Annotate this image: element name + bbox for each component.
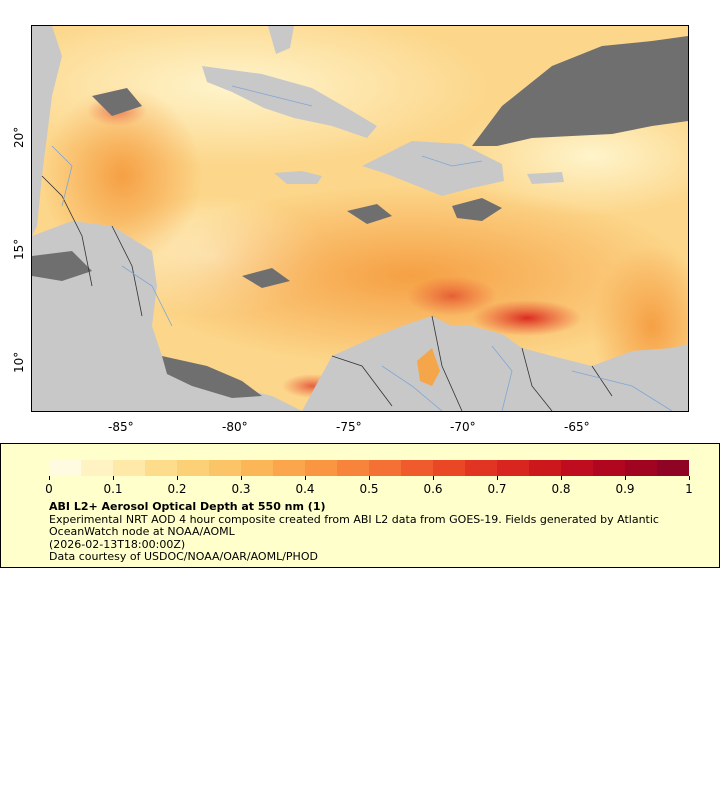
rivers: [51, 85, 673, 411]
colorbar-swatch: [337, 460, 369, 476]
legend-text: ABI L2+ Aerosol Optical Depth at 550 nm …: [49, 500, 689, 564]
land-cuba: [202, 66, 377, 138]
x-tick-label: -80°: [222, 420, 248, 434]
colorbar-tick-label: 0.6: [423, 482, 443, 496]
colorbar-tick: [177, 476, 178, 480]
colorbar-swatch: [433, 460, 465, 476]
cloud-mask: [32, 251, 92, 281]
colorbar-tick: [305, 476, 306, 480]
country-borders: [41, 175, 613, 411]
colorbar-tick-label: 0.4: [295, 482, 315, 496]
cloud-mask: [472, 36, 688, 146]
legend-panel: ABI L2+ Aerosol Optical Depth at 550 nm …: [0, 443, 720, 568]
cloud-mask: [452, 198, 502, 221]
land-south-america: [302, 316, 688, 411]
colorbar-tick: [113, 476, 114, 480]
aod-mid-region: [42, 86, 202, 266]
cloud-mask: [347, 204, 392, 224]
aod-lake-maracaibo: [417, 348, 440, 386]
colorbar-tick-label: 0: [45, 482, 53, 496]
colorbar-tick: [241, 476, 242, 480]
land-central-america: [32, 26, 62, 236]
colorbar-tick: [369, 476, 370, 480]
colorbar-tick-label: 0.1: [103, 482, 123, 496]
cloud-mask: [92, 88, 142, 116]
colorbar-swatch: [561, 460, 593, 476]
colorbar-tick-label: 0.5: [359, 482, 379, 496]
land-hispaniola: [362, 141, 504, 196]
land-central-america-south: [32, 221, 302, 411]
land-north: [268, 26, 294, 54]
colorbar-tick: [433, 476, 434, 480]
colorbar-tick-label: 0.9: [615, 482, 635, 496]
aod-high-region: [472, 300, 582, 336]
legend-description: Experimental NRT AOD 4 hour composite cr…: [49, 512, 659, 538]
x-tick-label: -85°: [108, 420, 134, 434]
x-tick-label: -65°: [564, 420, 590, 434]
y-tick-label: 10°: [12, 351, 26, 373]
colorbar-swatch: [593, 460, 625, 476]
colorbar-swatch: [241, 460, 273, 476]
colorbar-tick: [625, 476, 626, 480]
y-tick-label: 20°: [12, 126, 26, 148]
colorbar-swatch: [113, 460, 145, 476]
colorbar-tick: [689, 476, 690, 480]
colorbar-tick: [49, 476, 50, 480]
colorbar-swatch: [81, 460, 113, 476]
colorbar-swatch: [49, 460, 81, 476]
colorbar-swatch: [401, 460, 433, 476]
colorbar-swatch: [465, 460, 497, 476]
colorbar-swatch: [305, 460, 337, 476]
legend-credit: Data courtesy of USDOC/NOAA/OAR/AOML/PHO…: [49, 550, 318, 563]
legend-timestamp: (2026-02-13T18:00:00Z): [49, 537, 186, 551]
colorbar-swatch: [273, 460, 305, 476]
colorbar-swatch: [209, 460, 241, 476]
aod-map: [31, 25, 689, 412]
colorbar-tick-label: 0.8: [551, 482, 571, 496]
land-jamaica: [274, 171, 322, 184]
land-puerto-rico: [527, 172, 564, 184]
map-canvas: [32, 26, 688, 411]
legend-title: ABI L2+ Aerosol Optical Depth at 550 nm …: [49, 500, 326, 513]
colorbar-swatch: [497, 460, 529, 476]
colorbar-tick: [561, 476, 562, 480]
colorbar-swatch: [369, 460, 401, 476]
colorbar-swatch: [177, 460, 209, 476]
x-tick-label: -70°: [450, 420, 476, 434]
colorbar-tick-label: 0.7: [487, 482, 507, 496]
aod-colorbar: [49, 460, 689, 476]
colorbar-swatch: [145, 460, 177, 476]
colorbar-tick-label: 1: [685, 482, 693, 496]
cloud-mask: [162, 356, 262, 398]
colorbar-swatch: [625, 460, 657, 476]
y-tick-label: 15°: [12, 238, 26, 260]
colorbar-swatch: [657, 460, 689, 476]
colorbar-tick-label: 0.3: [231, 482, 251, 496]
colorbar-swatch: [529, 460, 561, 476]
aod-high-region: [407, 276, 497, 316]
cloud-mask: [242, 268, 290, 288]
colorbar-tick-label: 0.2: [167, 482, 187, 496]
colorbar-tick: [497, 476, 498, 480]
x-tick-label: -75°: [336, 420, 362, 434]
